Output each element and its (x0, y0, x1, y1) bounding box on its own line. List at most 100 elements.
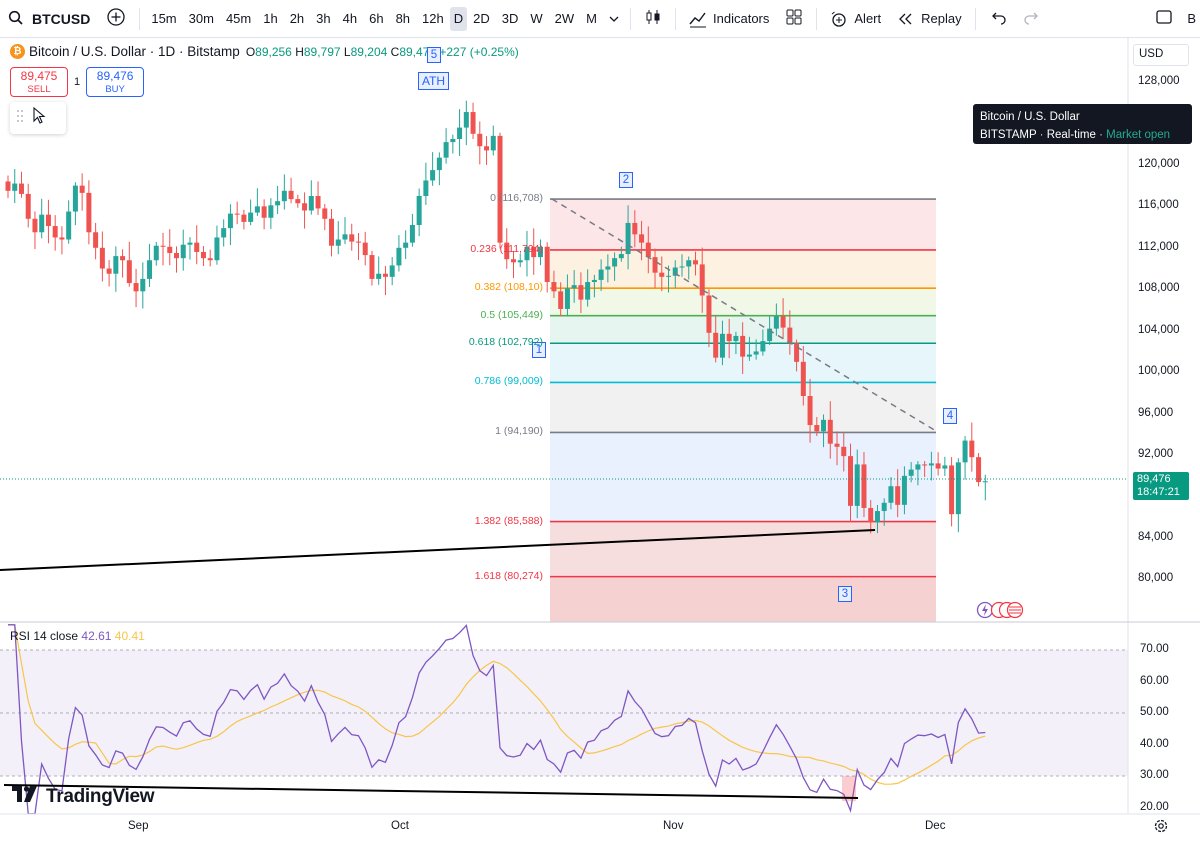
candle-body (45, 214, 51, 227)
divider (816, 7, 818, 30)
symbol-search[interactable]: BTCUSD (0, 0, 98, 38)
candle-body (167, 246, 173, 253)
chart-canvas[interactable] (0, 38, 1200, 844)
interval-12h[interactable]: 12h (422, 11, 444, 26)
candle (288, 177, 294, 204)
candle-body (848, 456, 853, 506)
candle-body (740, 335, 746, 357)
events-strip[interactable] (976, 601, 1030, 624)
chevron-down-icon[interactable] (609, 11, 619, 26)
interval-w[interactable]: W (530, 11, 543, 26)
cursor-arrow-icon[interactable] (32, 106, 46, 130)
ath-label[interactable]: ATH (418, 72, 449, 90)
redo-button[interactable] (1015, 0, 1049, 38)
high-label: H (295, 44, 304, 59)
candle-body (288, 190, 294, 200)
interval-15m[interactable]: 15m (151, 11, 177, 26)
candle-body (571, 285, 577, 289)
candle-body (362, 242, 368, 256)
fullscreen-button[interactable] (1147, 0, 1181, 38)
wave-5-label[interactable]: 5 (427, 47, 441, 63)
candle (396, 235, 402, 272)
interval-3d[interactable]: 3D (501, 11, 519, 26)
buy-button[interactable]: 89,476 BUY (86, 67, 145, 97)
toolbar-right-letter[interactable]: B (1187, 11, 1196, 26)
interval-2d[interactable]: 2D (473, 11, 490, 26)
candle-body (753, 351, 759, 355)
settings-gear-icon[interactable] (1153, 818, 1169, 839)
undo-button[interactable] (981, 0, 1015, 38)
sell-button[interactable]: 89,475 SELL (10, 67, 68, 97)
wave-1-label[interactable]: 1 (532, 342, 546, 358)
candle-body (794, 343, 800, 362)
divider (974, 7, 976, 30)
interval-d[interactable]: D (449, 6, 468, 31)
candle-body (834, 443, 840, 447)
interval-2h[interactable]: 2h (289, 11, 305, 26)
interval-4h[interactable]: 4h (342, 11, 358, 26)
wave-4-label[interactable]: 4 (943, 408, 957, 424)
rsi-pane (0, 624, 1128, 815)
interval-1h[interactable]: 1h (263, 11, 278, 26)
candle-body (733, 335, 739, 342)
rsi-ma-value: 40.41 (114, 629, 145, 643)
candle (329, 208, 335, 257)
cursor-tool-widget[interactable] (10, 102, 66, 134)
candle-body (659, 272, 665, 277)
interval-m[interactable]: M (586, 11, 598, 26)
fib-level-label: 1.382 (85,588) (474, 514, 543, 527)
high-value: 89,797 (303, 44, 341, 59)
candle-body (612, 258, 618, 267)
indicators-button[interactable]: Indicators (681, 0, 777, 38)
candle (457, 109, 463, 157)
candle (504, 228, 510, 269)
candle (814, 416, 820, 437)
resistance-trendline (551, 198, 937, 432)
interval-8h[interactable]: 8h (395, 11, 411, 26)
rsi-ma-line (8, 624, 986, 785)
interval-45m[interactable]: 45m (225, 11, 252, 26)
layouts-button[interactable] (777, 0, 811, 38)
interval-2w[interactable]: 2W (554, 11, 575, 26)
tradingview-logo[interactable]: TradingView (12, 786, 155, 808)
alert-button[interactable]: Alert (822, 0, 889, 38)
candle (922, 461, 928, 477)
chart-type-button[interactable] (636, 0, 670, 38)
candle-body (416, 195, 422, 226)
price-tick-label: 80,000 (1138, 572, 1174, 585)
candle-body (827, 419, 833, 444)
rsi-tick-label: 50.00 (1140, 706, 1169, 718)
tradingview-mark-icon (12, 786, 40, 808)
candle (140, 262, 146, 309)
candle (72, 182, 78, 226)
candle-body (52, 226, 58, 238)
candle-body (194, 242, 200, 252)
candle-body (962, 440, 968, 463)
symbol-tooltip: Bitcoin / U.S. Dollar BITSTAMP · Real-ti… (973, 104, 1192, 144)
interval-6h[interactable]: 6h (369, 11, 384, 26)
candle-body (935, 463, 941, 469)
candle (679, 254, 685, 277)
candle (79, 173, 85, 211)
wave-3-label[interactable]: 3 (838, 586, 852, 602)
wave-2-label[interactable]: 2 (619, 172, 633, 188)
candle (558, 282, 564, 317)
fib-zone (550, 382, 936, 433)
replay-button[interactable]: Replay (889, 0, 969, 38)
compare-symbol-button[interactable] (98, 0, 134, 38)
candle-body (942, 465, 948, 469)
drag-handle-icon[interactable] (16, 109, 24, 128)
rsi-value: 42.61 (81, 629, 112, 643)
currency-selector[interactable]: USD (1133, 44, 1189, 66)
flag-event-icon[interactable] (990, 601, 1030, 624)
candle (436, 152, 442, 186)
candle (598, 259, 604, 291)
candle (740, 322, 746, 374)
interval-3h[interactable]: 3h (316, 11, 331, 26)
candle-body (443, 142, 449, 158)
candle (537, 239, 543, 266)
top-toolbar: BTCUSD 15m 30m 45m 1h 2h 3h 4h 6h 8h 12h D 2D 3D W 2W M… (0, 0, 1200, 38)
interval-30m[interactable]: 30m (188, 11, 214, 26)
candle (834, 431, 840, 466)
fib-level-label: 0.786 (99,009) (474, 375, 543, 388)
